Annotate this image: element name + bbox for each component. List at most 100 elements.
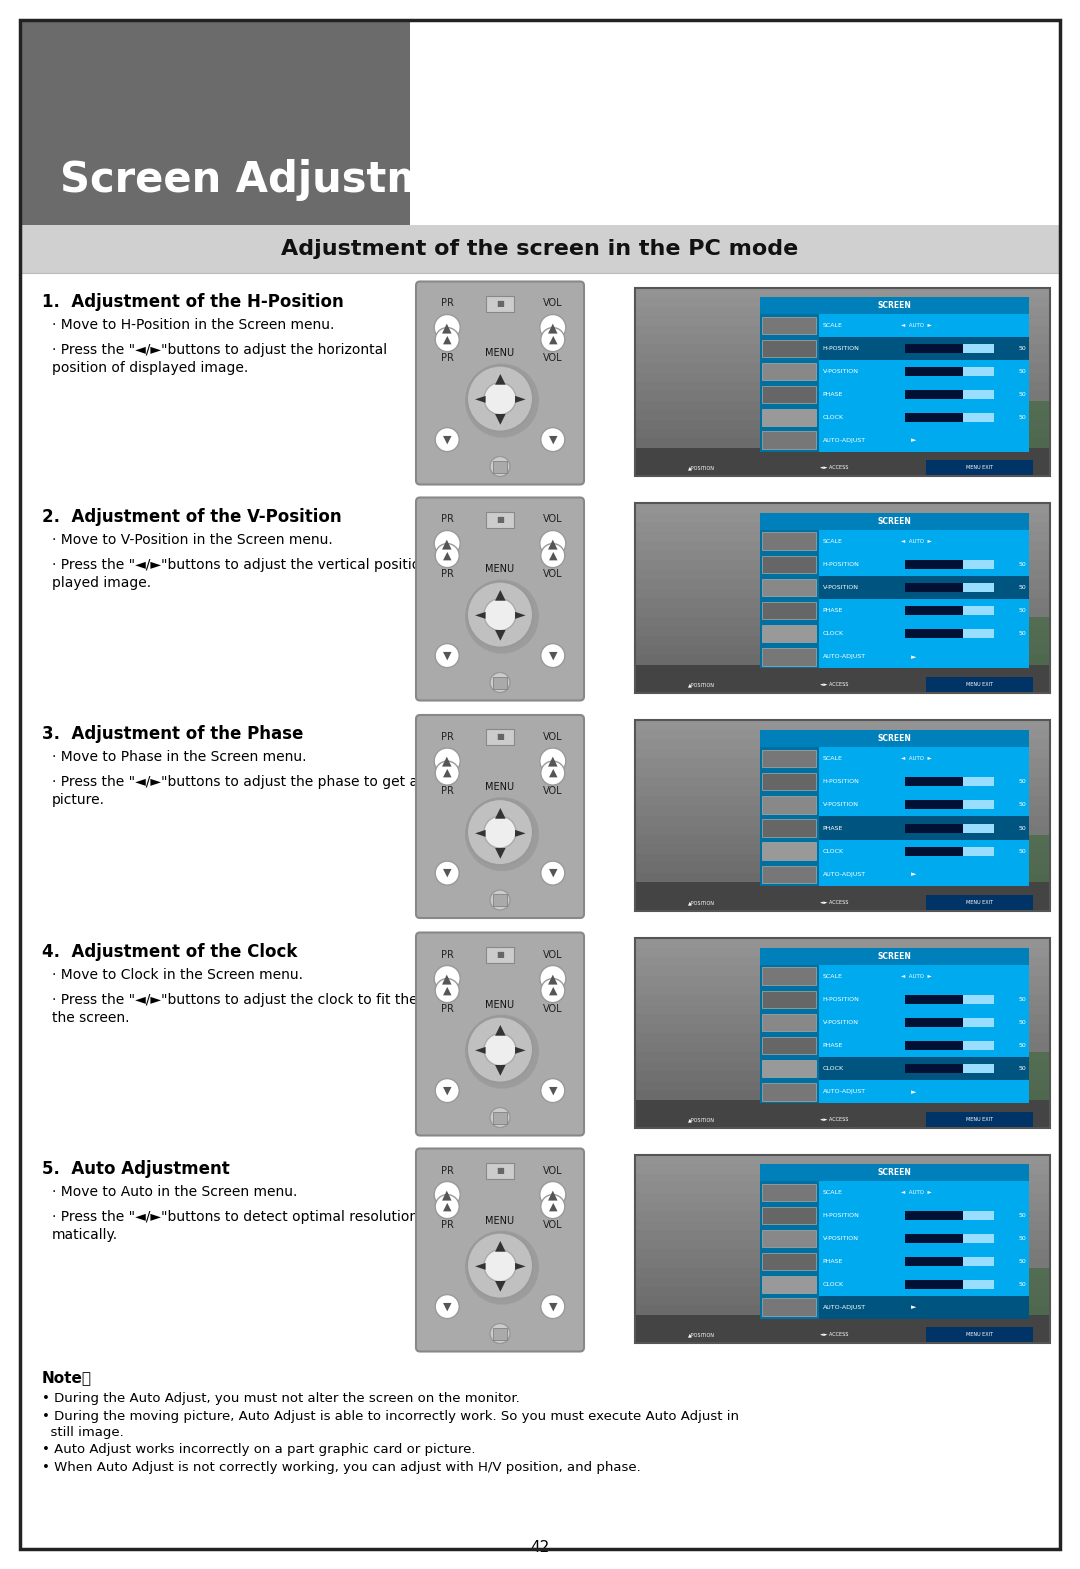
- Text: ■: ■: [496, 1166, 504, 1175]
- Text: ▼: ▼: [495, 411, 505, 425]
- Bar: [635, 806, 1050, 816]
- Text: PR: PR: [441, 568, 454, 579]
- Circle shape: [434, 314, 460, 340]
- Bar: [635, 854, 1050, 863]
- Bar: [635, 1014, 1050, 1023]
- Bar: [635, 551, 1050, 560]
- Bar: [762, 774, 816, 791]
- Text: VOL: VOL: [543, 733, 563, 742]
- Bar: [635, 1174, 1050, 1183]
- Bar: [635, 504, 1050, 513]
- Text: · Move to Phase in the Screen menu.: · Move to Phase in the Screen menu.: [52, 750, 307, 764]
- Text: 50: 50: [1018, 1043, 1026, 1048]
- Bar: [762, 1230, 816, 1247]
- Bar: [926, 460, 1034, 475]
- Text: ◄► ACCESS: ◄► ACCESS: [820, 901, 849, 905]
- Bar: [635, 720, 1050, 912]
- Circle shape: [434, 530, 460, 557]
- Bar: [762, 1059, 816, 1078]
- Bar: [635, 777, 1050, 786]
- Text: ◄: ◄: [475, 1042, 485, 1056]
- Text: VOL: VOL: [543, 1004, 563, 1014]
- Text: VOL: VOL: [543, 568, 563, 579]
- Circle shape: [434, 748, 460, 774]
- FancyBboxPatch shape: [416, 281, 584, 485]
- Bar: [635, 863, 1050, 872]
- Text: AUTO-ADJUST: AUTO-ADJUST: [823, 654, 866, 659]
- Text: ▼: ▼: [549, 868, 557, 879]
- Bar: [762, 819, 816, 836]
- Text: • During the moving picture, Auto Adjust is able to incorrectly work. So you mus: • During the moving picture, Auto Adjust…: [42, 1411, 739, 1439]
- Bar: [905, 1235, 995, 1243]
- Bar: [905, 584, 963, 592]
- Circle shape: [541, 1194, 565, 1219]
- Bar: [819, 1296, 1029, 1318]
- Bar: [635, 1221, 1050, 1230]
- Bar: [486, 1163, 514, 1178]
- Circle shape: [435, 543, 459, 568]
- Text: ▼: ▼: [443, 1086, 451, 1095]
- Text: · Press the "◄/►"buttons to adjust the vertical position of dis-
played image.: · Press the "◄/►"buttons to adjust the v…: [52, 559, 476, 590]
- Bar: [905, 413, 995, 422]
- Bar: [926, 1112, 1034, 1127]
- Bar: [759, 1164, 1029, 1181]
- Bar: [905, 1064, 963, 1073]
- Bar: [486, 730, 514, 745]
- Text: CLOCK: CLOCK: [823, 849, 843, 854]
- Text: ◄  AUTO  ►: ◄ AUTO ►: [901, 756, 931, 761]
- Text: • Auto Adjust works incorrectly on a part graphic card or picture.: • Auto Adjust works incorrectly on a par…: [42, 1443, 475, 1456]
- Text: PHASE: PHASE: [823, 1043, 843, 1048]
- Text: ▼: ▼: [549, 435, 557, 444]
- Bar: [21, 20, 410, 224]
- Text: ◄► ACCESS: ◄► ACCESS: [820, 464, 849, 471]
- Text: ▲: ▲: [495, 588, 505, 601]
- Text: VOL: VOL: [543, 298, 563, 309]
- Text: ▲: ▲: [548, 755, 557, 767]
- Circle shape: [541, 861, 565, 885]
- Text: ▼: ▼: [549, 1302, 557, 1312]
- Text: ▲: ▲: [549, 769, 557, 778]
- Bar: [905, 1211, 995, 1221]
- Bar: [762, 1083, 816, 1100]
- Bar: [905, 1235, 963, 1243]
- Bar: [635, 460, 1050, 475]
- Bar: [762, 386, 816, 403]
- Circle shape: [484, 383, 516, 414]
- Text: VOL: VOL: [543, 786, 563, 795]
- Circle shape: [490, 890, 510, 910]
- Bar: [905, 606, 963, 615]
- Bar: [635, 938, 1050, 1128]
- Bar: [635, 1155, 1050, 1343]
- Text: 3.  Adjustment of the Phase: 3. Adjustment of the Phase: [42, 725, 303, 744]
- Bar: [762, 750, 816, 767]
- Bar: [905, 1257, 963, 1266]
- Bar: [635, 786, 1050, 797]
- Text: ▼: ▼: [443, 1302, 451, 1312]
- Bar: [635, 1042, 1050, 1051]
- Text: 50: 50: [1018, 369, 1026, 373]
- Bar: [759, 747, 819, 886]
- Bar: [762, 1014, 816, 1031]
- Bar: [635, 372, 1050, 381]
- Bar: [635, 353, 1050, 362]
- Bar: [905, 1042, 963, 1050]
- Bar: [759, 1181, 819, 1318]
- Text: VOL: VOL: [543, 1219, 563, 1230]
- Text: V-POSITION: V-POSITION: [823, 1020, 859, 1025]
- Text: VOL: VOL: [543, 1166, 563, 1175]
- Circle shape: [465, 579, 539, 654]
- Text: ▲: ▲: [443, 322, 453, 334]
- Text: CLOCK: CLOCK: [823, 1282, 843, 1287]
- Circle shape: [465, 1015, 539, 1089]
- Text: H-POSITION: H-POSITION: [823, 562, 860, 566]
- Text: 42: 42: [530, 1541, 550, 1555]
- Text: MENU: MENU: [485, 999, 514, 1009]
- Text: ▲: ▲: [549, 551, 557, 560]
- Bar: [635, 522, 1050, 532]
- Text: V-POSITION: V-POSITION: [823, 369, 859, 373]
- Bar: [635, 381, 1050, 391]
- Bar: [759, 530, 819, 668]
- Text: V-POSITION: V-POSITION: [823, 802, 859, 808]
- FancyBboxPatch shape: [416, 932, 584, 1136]
- Text: VOL: VOL: [543, 949, 563, 960]
